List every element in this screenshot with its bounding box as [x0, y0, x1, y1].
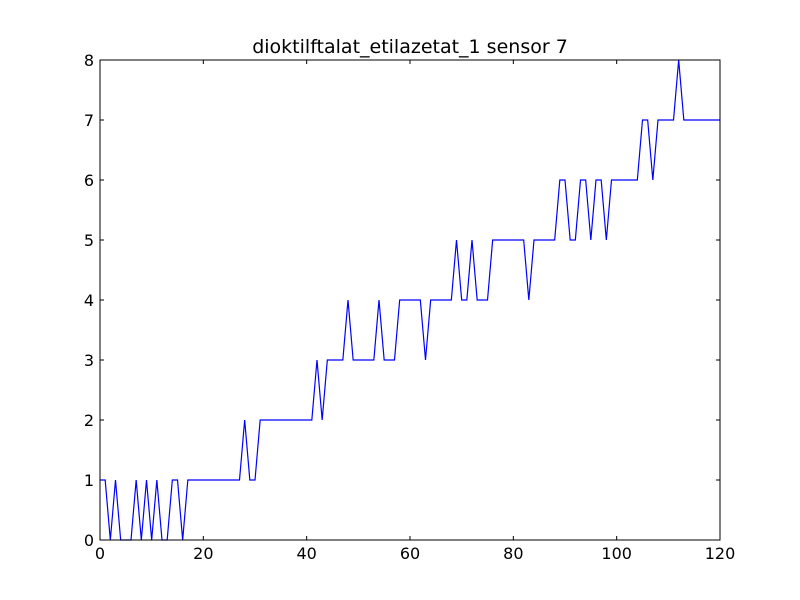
x-tick-label: 20 — [193, 544, 213, 563]
y-tick-label: 1 — [84, 471, 94, 490]
y-tick-label: 8 — [84, 51, 94, 70]
x-tick-label: 80 — [503, 544, 523, 563]
y-tick-label: 5 — [84, 231, 94, 250]
x-tick-label: 60 — [400, 544, 420, 563]
y-tick-label: 6 — [84, 171, 94, 190]
y-tick-label: 4 — [84, 291, 94, 310]
x-tick-label: 0 — [95, 544, 105, 563]
data-points — [99, 59, 721, 541]
x-tick-label: 40 — [296, 544, 316, 563]
y-tick-label: 0 — [84, 531, 94, 550]
x-tick-label: 120 — [705, 544, 736, 563]
axes-frame — [99, 59, 721, 541]
y-tick-label: 2 — [84, 411, 94, 430]
x-tick-label: 100 — [601, 544, 632, 563]
y-tick-label: 3 — [84, 351, 94, 370]
chart-title: dioktilftalat_etilazetat_1 sensor 7 — [252, 36, 568, 58]
y-tick-label: 7 — [84, 111, 94, 130]
axis-tick-labels: 0 20 40 60 80 100 120 0 1 2 3 4 5 6 7 8 — [84, 51, 735, 563]
